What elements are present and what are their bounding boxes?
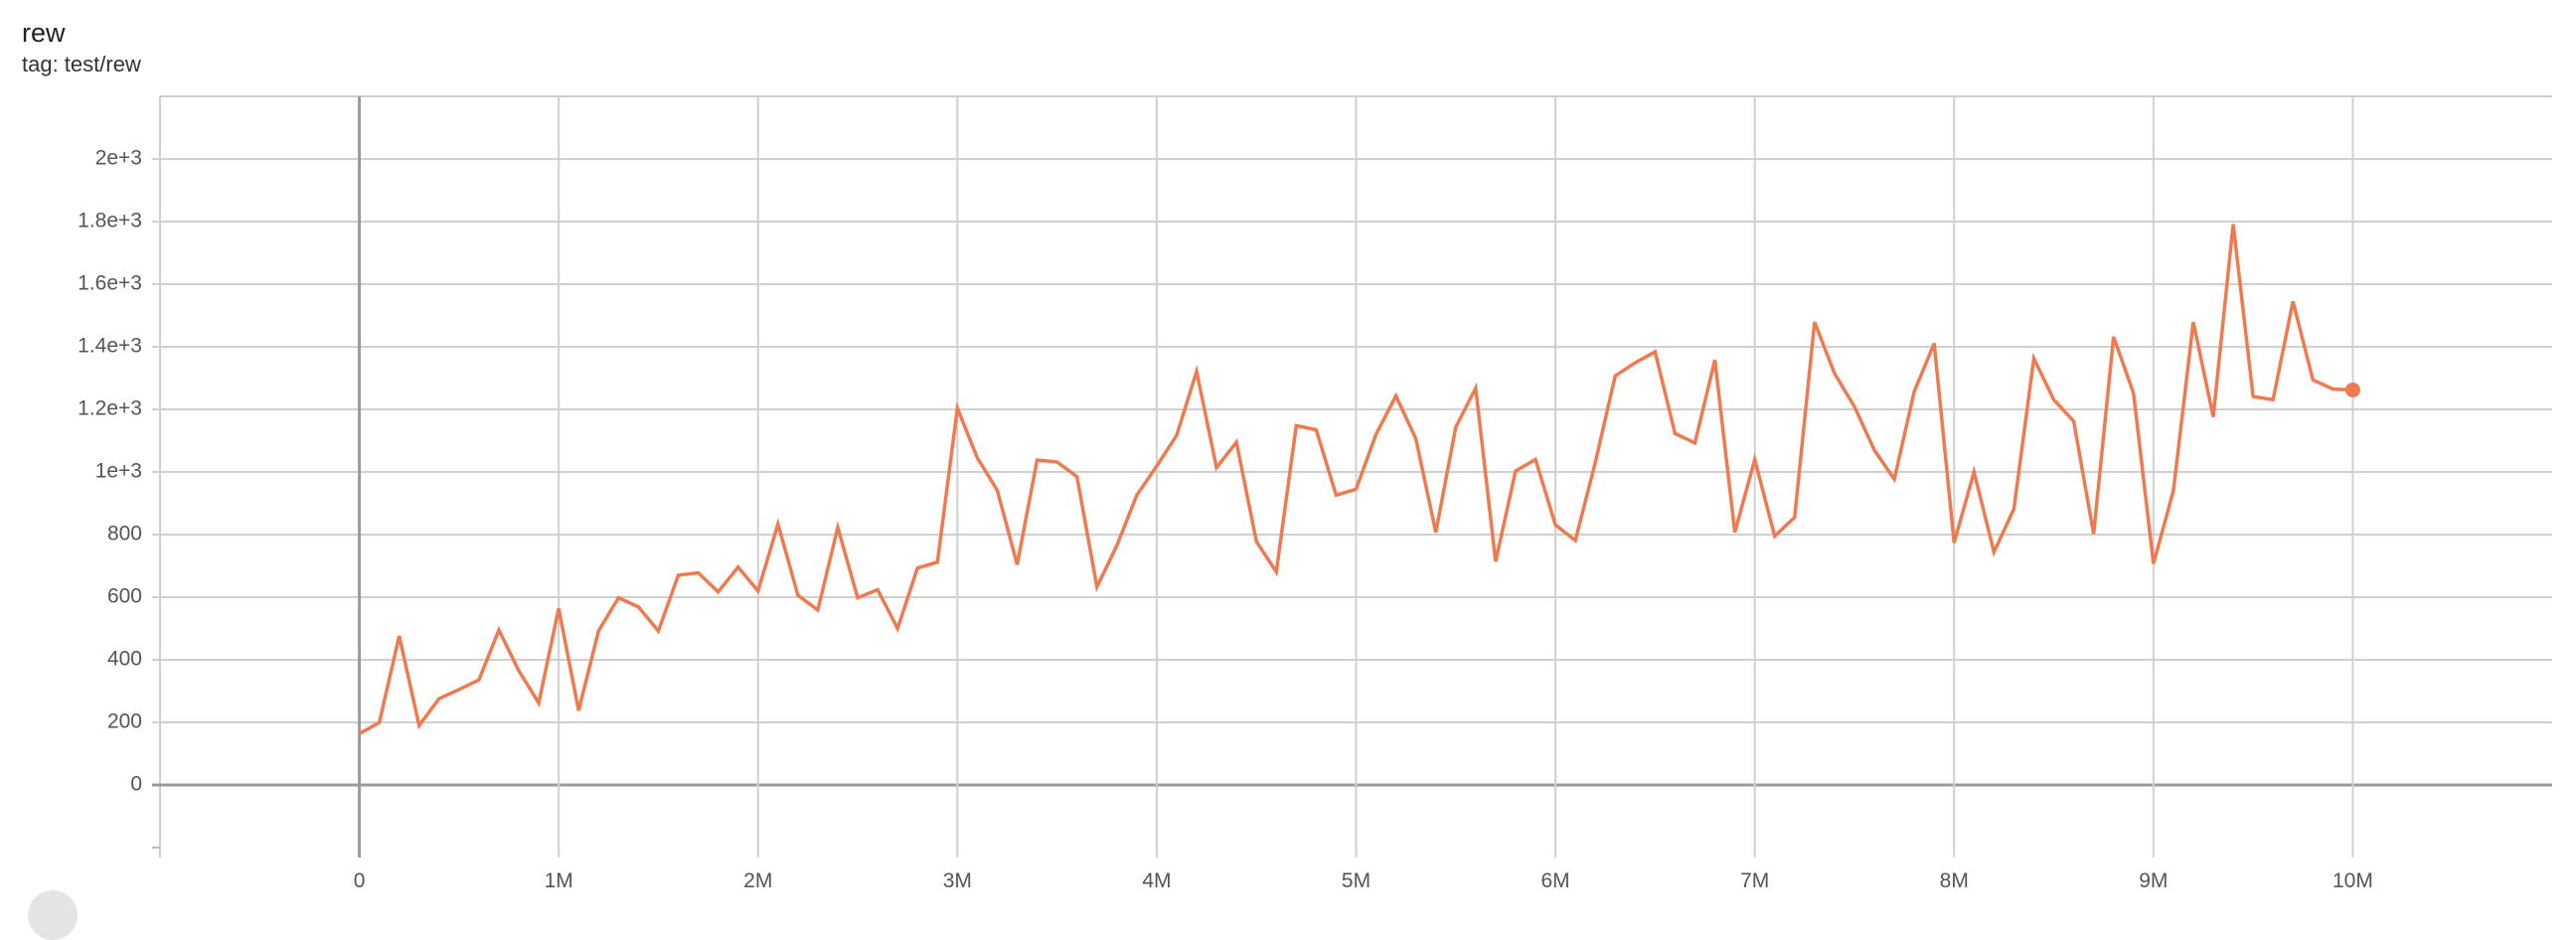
series-rew	[358, 224, 2360, 735]
y-tick-label: 200	[107, 710, 142, 733]
y-tick-label: 1.6e+3	[78, 272, 142, 295]
tick-labels: 0 200 400 600 800 1e+3 1.2e+3 1.4e+3 1.6e+3 1.8e+…	[78, 147, 2373, 892]
series-line	[358, 224, 2353, 735]
x-tick-label: 10M	[2333, 869, 2373, 892]
x-tick-label: 6M	[1540, 869, 1569, 892]
chart-tag: tag: test/rew	[22, 52, 141, 77]
x-tick-label: 7M	[1740, 869, 1769, 892]
y-tick-label: 600	[107, 585, 142, 608]
y-tick-label: 2e+3	[95, 147, 142, 170]
y-tick-label: 1.2e+3	[78, 397, 142, 420]
y-tick-label: 400	[107, 648, 142, 671]
chart-title: rew	[22, 18, 66, 48]
x-tick-label: 3M	[943, 869, 972, 892]
x-tick-label: 4M	[1142, 869, 1171, 892]
x-tick-label: 0	[354, 869, 366, 892]
x-tick-label: 2M	[743, 869, 772, 892]
x-tick-label: 9M	[2139, 869, 2168, 892]
last-data-point	[2344, 382, 2360, 397]
fit-domain-button[interactable]	[28, 890, 78, 940]
y-tick-label: 1e+3	[95, 460, 142, 483]
x-tick-label: 8M	[1940, 869, 1969, 892]
x-tick-label: 1M	[545, 869, 573, 892]
y-tick-label: 800	[107, 523, 142, 546]
y-tick-label: 0	[130, 773, 142, 796]
grid	[152, 95, 2552, 858]
line-chart[interactable]: 0 200 400 600 800 1e+3 1.2e+3 1.4e+3 1.6e+3 1.8e+…	[0, 0, 2576, 900]
y-tick-label: 1.4e+3	[78, 335, 142, 358]
x-tick-label: 5M	[1342, 869, 1370, 892]
y-tick-label: 1.8e+3	[78, 210, 142, 233]
